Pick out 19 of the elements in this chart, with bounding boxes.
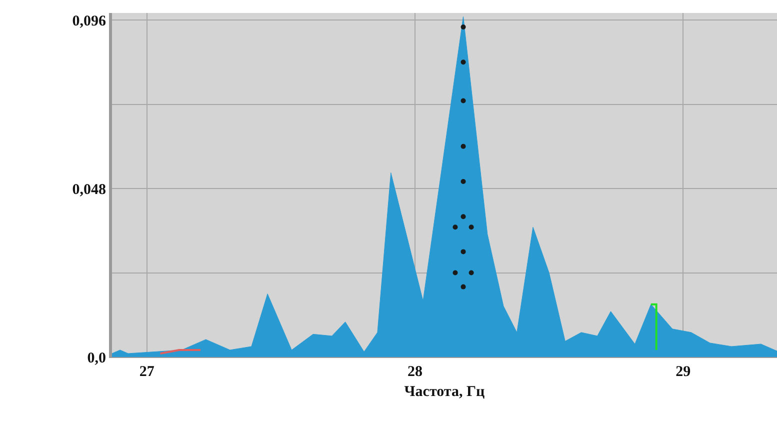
point [460, 24, 466, 30]
x-axis-title: Частота, Гц [404, 384, 486, 400]
point [460, 214, 466, 220]
point [460, 98, 466, 104]
x-tick-label: 27 [139, 364, 155, 380]
point [460, 178, 466, 184]
y-tick-label: 0,0 [87, 350, 106, 366]
point [468, 224, 474, 230]
x-tick-label: 28 [408, 364, 422, 380]
point [452, 224, 458, 230]
point [460, 60, 466, 65]
point [460, 144, 466, 149]
y-tick-label: 0,048 [72, 182, 106, 198]
point [460, 249, 466, 254]
point [460, 284, 466, 290]
point [468, 270, 474, 276]
point [452, 270, 458, 276]
y-tick-label: 0,096 [72, 13, 106, 30]
x-tick-label: 29 [676, 364, 691, 380]
